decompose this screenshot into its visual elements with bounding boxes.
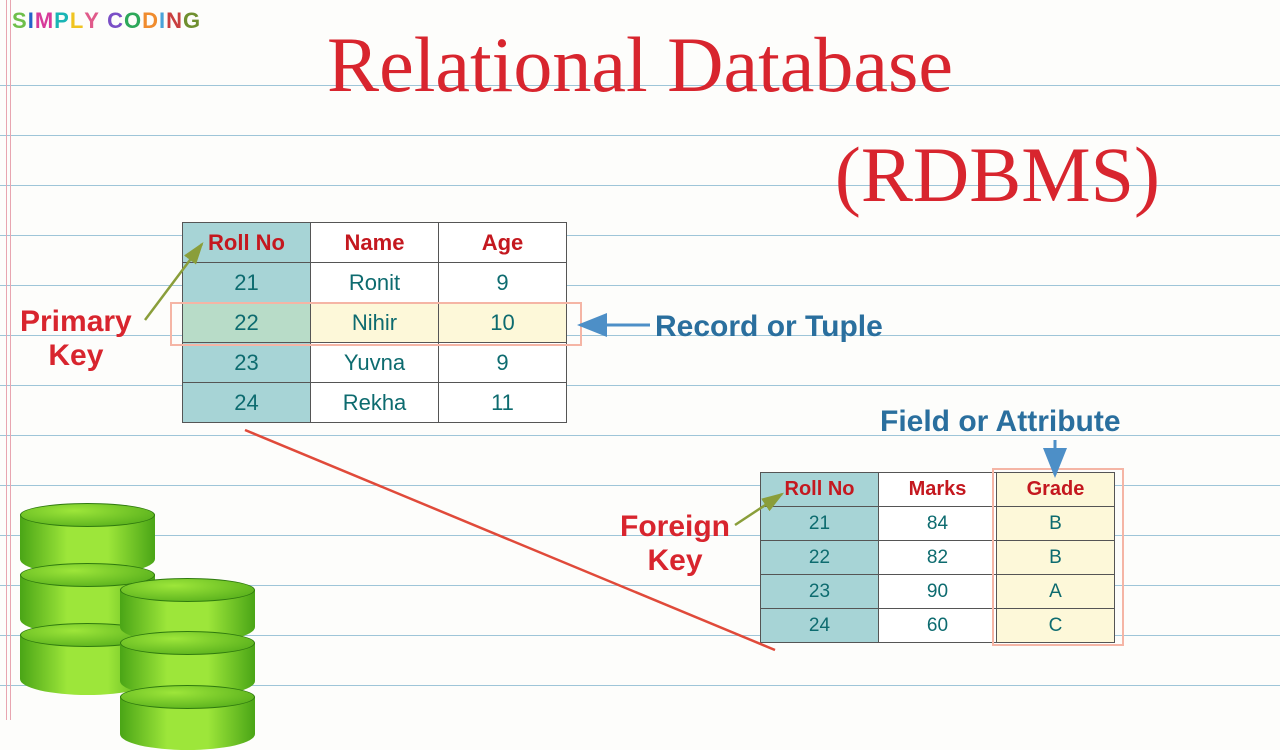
- primary-key-label-l2: Key: [20, 339, 132, 373]
- marks-table: Roll NoMarksGrade2184B2282B2390A2460C: [760, 472, 1115, 643]
- primary-key-label: Primary Key: [20, 305, 132, 373]
- main-title-line1: Relational Database: [327, 20, 953, 110]
- primary-key-label-l1: Primary: [20, 305, 132, 339]
- field-attribute-label: Field or Attribute: [880, 405, 1121, 439]
- margin-line-2: [10, 0, 11, 720]
- record-tuple-label: Record or Tuple: [655, 310, 883, 344]
- brand-logo: SIMPLY CODING: [12, 8, 201, 34]
- foreign-key-label: Foreign Key: [620, 510, 730, 578]
- foreign-key-label-l2: Key: [620, 544, 730, 578]
- main-title-line2: (RDBMS): [835, 130, 1160, 220]
- margin-line-1: [6, 0, 7, 720]
- students-table: Roll NoNameAge21Ronit922Nihir1023Yuvna92…: [182, 222, 567, 423]
- foreign-key-label-l1: Foreign: [620, 510, 730, 544]
